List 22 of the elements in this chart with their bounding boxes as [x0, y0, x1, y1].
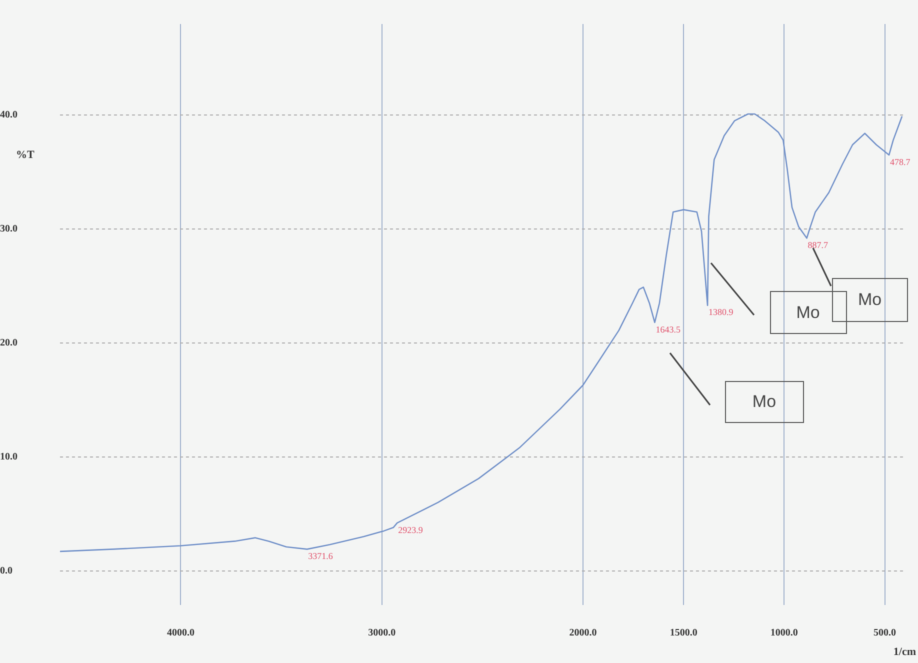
x-tick-label: 1000.0	[770, 628, 798, 639]
x-tick-label: 500.0	[874, 628, 896, 639]
x-tick-label: 4000.0	[166, 628, 194, 639]
annotation: 2923.9	[398, 524, 424, 535]
annotation: 1380.9	[708, 307, 734, 318]
x-axis-title: 1/cm	[893, 646, 916, 658]
y-tick-label: 20.0	[0, 338, 18, 349]
label-box: Mo	[770, 291, 847, 334]
x-tick-label: 2000.0	[569, 628, 597, 639]
annotation: 887.7	[808, 240, 829, 250]
annotation: 3371.6	[308, 551, 334, 562]
x-tick-label: 3000.0	[368, 628, 396, 639]
annotation: 1643.5	[656, 324, 681, 334]
y-tick-label: 0.0	[0, 565, 12, 576]
x-tick-label: 1500.0	[670, 628, 698, 639]
y-tick-label: 10.0	[0, 451, 18, 462]
label-box: Mo	[724, 381, 804, 424]
y-tick-label: 30.0	[0, 224, 18, 235]
annotation: 478.7	[890, 156, 911, 167]
label-box: Mo	[832, 278, 908, 322]
y-axis-title: %T	[16, 148, 35, 161]
y-tick-label: 40.0	[0, 110, 18, 121]
